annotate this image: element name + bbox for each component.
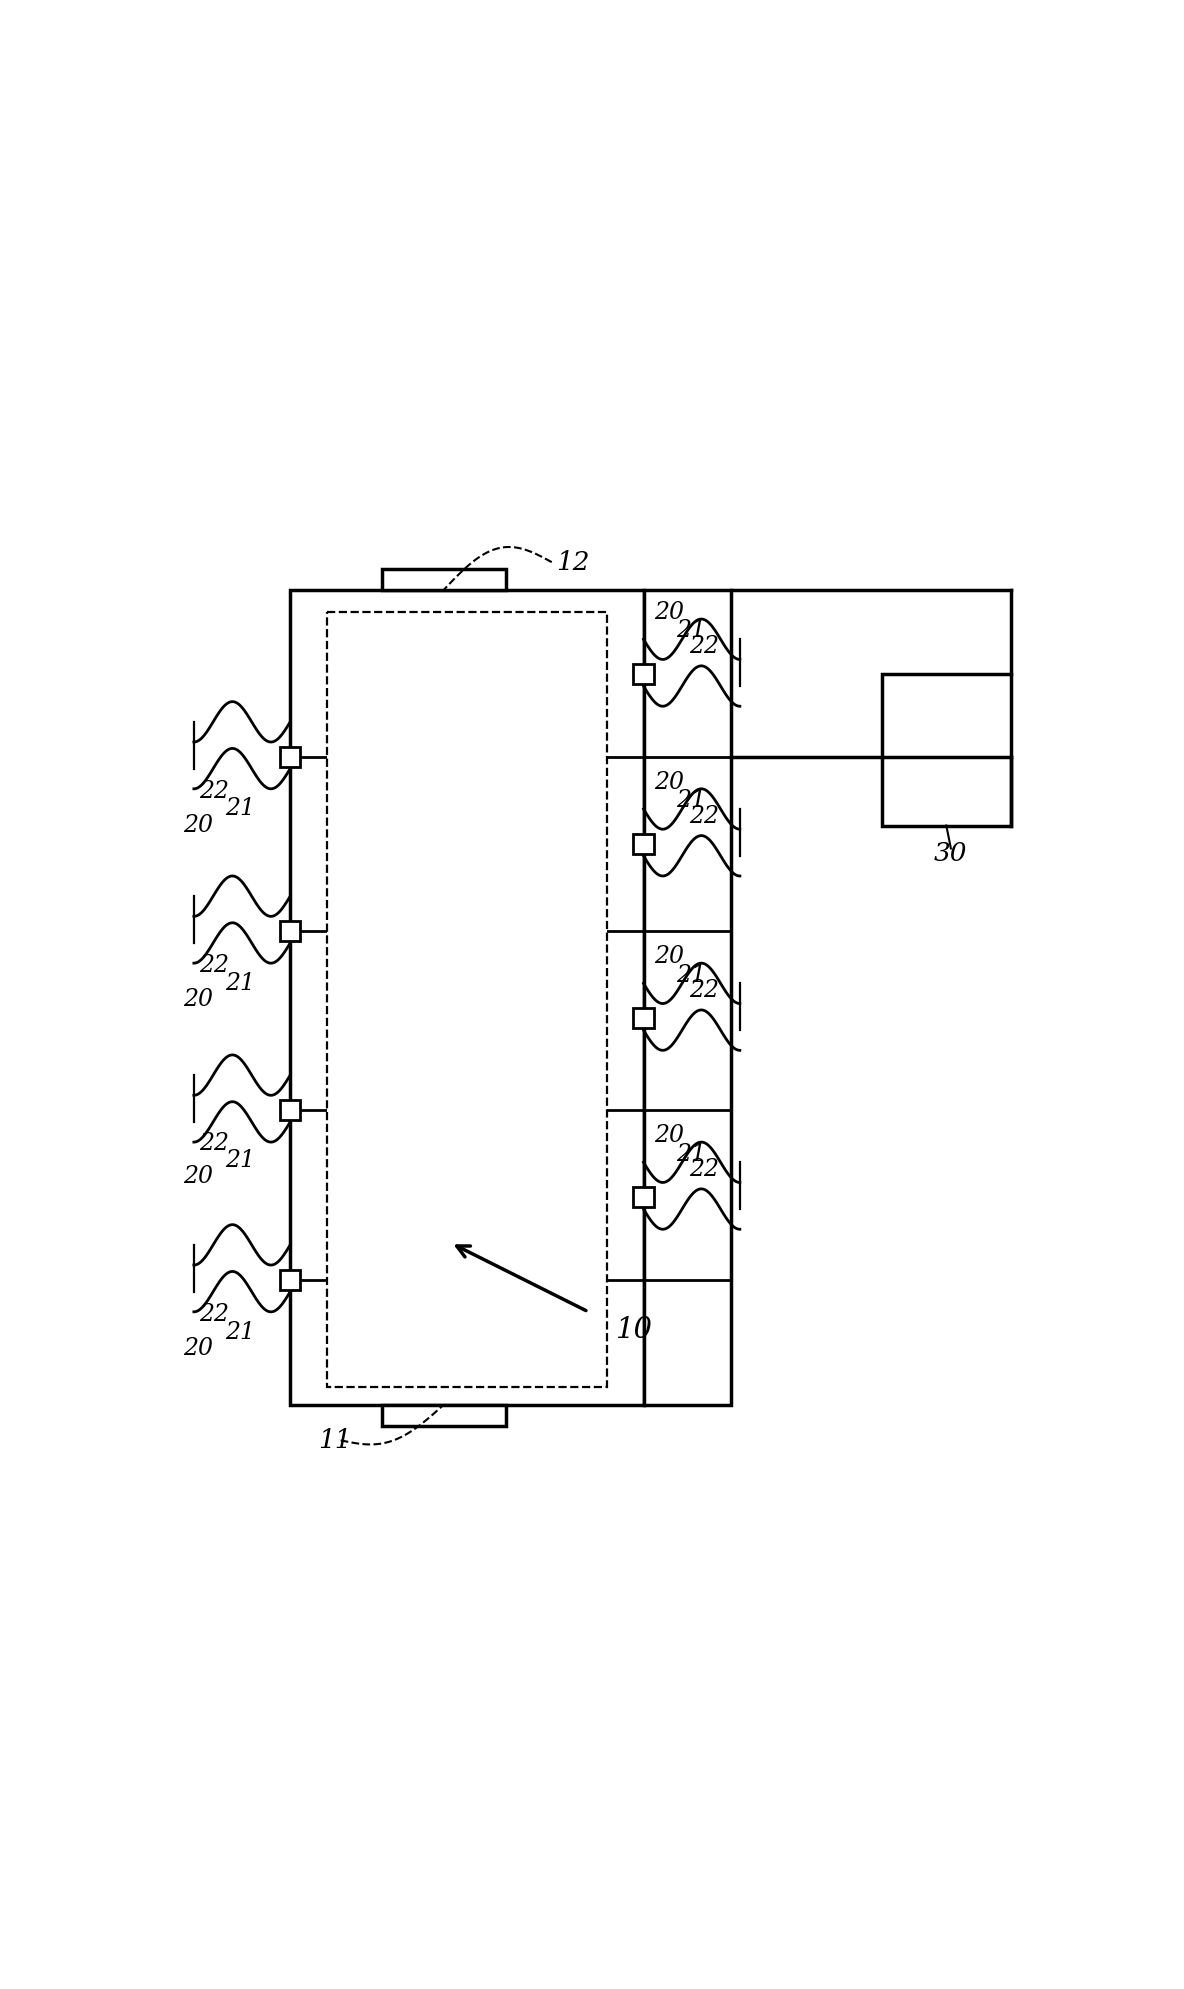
Bar [633, 1187, 654, 1207]
Text: 21: 21 [225, 798, 255, 821]
Text: 22: 22 [199, 780, 229, 804]
Text: 20: 20 [655, 601, 684, 625]
Text: 20: 20 [184, 1166, 213, 1189]
Text: 10: 10 [616, 1317, 654, 1345]
Bar [633, 833, 654, 853]
Bar [281, 921, 301, 941]
Bar [281, 1269, 301, 1289]
Text: 20: 20 [655, 772, 684, 794]
Text: 21: 21 [676, 619, 706, 642]
Text: 20: 20 [655, 1124, 684, 1148]
Text: 22: 22 [199, 1132, 229, 1154]
Bar [633, 1008, 654, 1028]
Text: 20: 20 [184, 989, 213, 1010]
Text: 21: 21 [225, 1321, 255, 1343]
Bar [882, 674, 1011, 825]
Text: 20: 20 [655, 945, 684, 969]
Bar [281, 1100, 301, 1120]
Bar [633, 664, 654, 684]
Bar [290, 589, 644, 1404]
Bar [281, 746, 301, 768]
Text: 21: 21 [225, 973, 255, 994]
Text: 22: 22 [689, 979, 719, 1002]
Text: 22: 22 [689, 1158, 719, 1181]
Text: 12: 12 [556, 549, 590, 575]
Text: 11: 11 [317, 1428, 352, 1452]
Text: 21: 21 [225, 1150, 255, 1172]
Text: 21: 21 [676, 963, 706, 987]
Text: 22: 22 [199, 955, 229, 977]
Text: 20: 20 [184, 1337, 213, 1360]
Text: 21: 21 [676, 790, 706, 812]
Text: 22: 22 [689, 806, 719, 827]
Text: 22: 22 [199, 1303, 229, 1327]
Text: 21: 21 [676, 1142, 706, 1166]
Text: 22: 22 [689, 634, 719, 658]
Bar [644, 589, 731, 1404]
Text: 30: 30 [934, 841, 967, 865]
Bar [382, 569, 506, 589]
Bar [382, 1404, 506, 1426]
Bar [327, 613, 607, 1386]
Text: 20: 20 [184, 814, 213, 837]
